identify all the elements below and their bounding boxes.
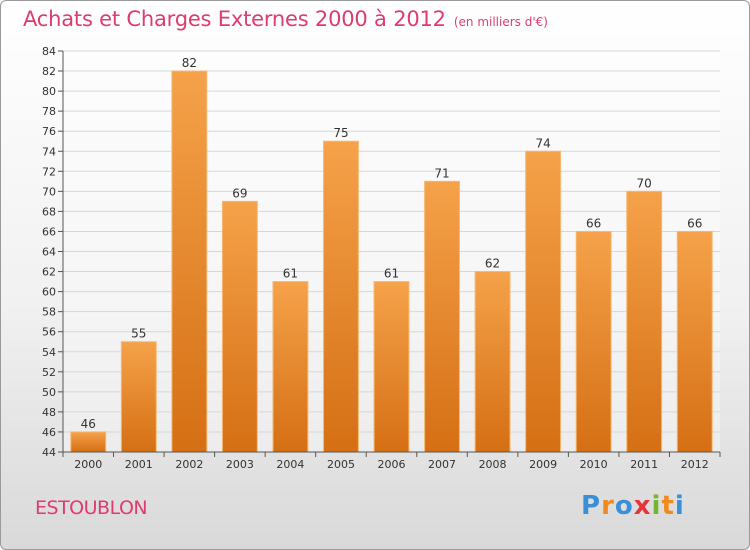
y-tick-label: 60 [42,286,56,299]
commune-name: ESTOUBLON [35,497,148,519]
x-tick-label-2009: 2009 [529,458,557,471]
bar-2012 [676,230,713,453]
chart-subtitle: (en milliers d'€) [453,15,548,29]
y-tick-label: 58 [42,306,56,319]
y-tick-label: 82 [42,65,56,78]
chart-title-text: Achats et Charges Externes 2000 à 2012 [23,7,446,31]
logo-letter: i [674,491,685,521]
bar-2009 [525,150,562,453]
data-label-2002: 82 [182,56,197,70]
proxiti-logo: Proxiti [581,491,685,521]
data-label-2007: 71 [434,166,449,180]
y-tick-label: 72 [42,165,56,178]
data-label-2009: 74 [535,136,550,150]
data-label-2003: 69 [232,186,247,200]
y-tick-label: 64 [42,246,56,259]
bar-2005 [323,140,359,453]
bar-2001 [120,341,157,453]
bar-2004 [272,281,309,453]
y-tick-label: 44 [42,446,56,459]
x-tick-label-2001: 2001 [125,458,153,471]
data-label-2005: 75 [333,126,348,140]
x-tick-label-2007: 2007 [428,458,456,471]
y-tick-label: 46 [42,426,56,439]
x-tick-label-2006: 2006 [378,458,406,471]
x-tick-label-2011: 2011 [630,458,658,471]
data-label-2001: 55 [131,327,146,341]
x-tick-label-2005: 2005 [327,458,355,471]
x-tick-label-2004: 2004 [276,458,304,471]
y-tick-label: 54 [42,346,56,359]
y-tick-label: 56 [42,326,56,339]
y-tick-label: 80 [42,85,56,98]
y-tick-label: 74 [42,145,56,158]
y-tick-label: 50 [42,386,56,399]
bar-2011 [626,190,663,453]
bar-2000 [70,431,107,453]
logo-letter: r [601,491,615,521]
bar-2002 [171,70,208,453]
data-label-2012: 66 [687,216,702,230]
y-tick-label: 68 [42,205,56,218]
x-tick-label-2010: 2010 [580,458,608,471]
bar-2006 [373,281,410,453]
data-label-2004: 61 [283,267,298,281]
x-tick-label-2000: 2000 [74,458,102,471]
bar-2003 [221,200,258,453]
data-label-2010: 66 [586,216,601,230]
x-tick-label-2008: 2008 [479,458,507,471]
data-label-2011: 70 [637,176,652,190]
y-axis-ticks: 44 46 48 50 52 54 56 58 60 62 64 66 68 70 72 74 76 78 80 82… [42,45,63,459]
y-tick-label: 62 [42,266,56,279]
chart-title: Achats et Charges Externes 2000 à 2012 (e… [23,7,548,31]
y-tick-label: 52 [42,366,56,379]
data-label-2008: 62 [485,257,500,271]
x-tick-label-2002: 2002 [175,458,203,471]
logo-letter: o [614,491,634,521]
y-tick-label: 84 [42,45,56,58]
bar-2007 [424,180,460,453]
y-tick-label: 70 [42,185,56,198]
y-tick-label: 78 [42,105,56,118]
x-tick-label-2012: 2012 [681,458,709,471]
data-label-2006: 61 [384,267,399,281]
y-tick-label: 76 [42,125,56,138]
x-tick-label-2003: 2003 [226,458,254,471]
data-label-2000: 46 [81,417,96,431]
bars [70,70,713,453]
y-tick-label: 66 [42,225,56,238]
logo-letter: x [633,491,652,521]
x-axis-ticks: 2000 2001 2002 2003 2004 2005 2006 2007 2008 2009… [62,452,721,471]
bar-2008 [474,271,511,453]
data-labels: 46 55 82 69 61 75 61 71 62 74 66 70 66 [81,56,703,431]
logo-letter: i [651,491,662,521]
bar-2010 [575,230,612,453]
logo-letter: P [581,491,602,521]
logo-letter: t [661,491,675,521]
y-tick-label: 48 [42,406,56,419]
